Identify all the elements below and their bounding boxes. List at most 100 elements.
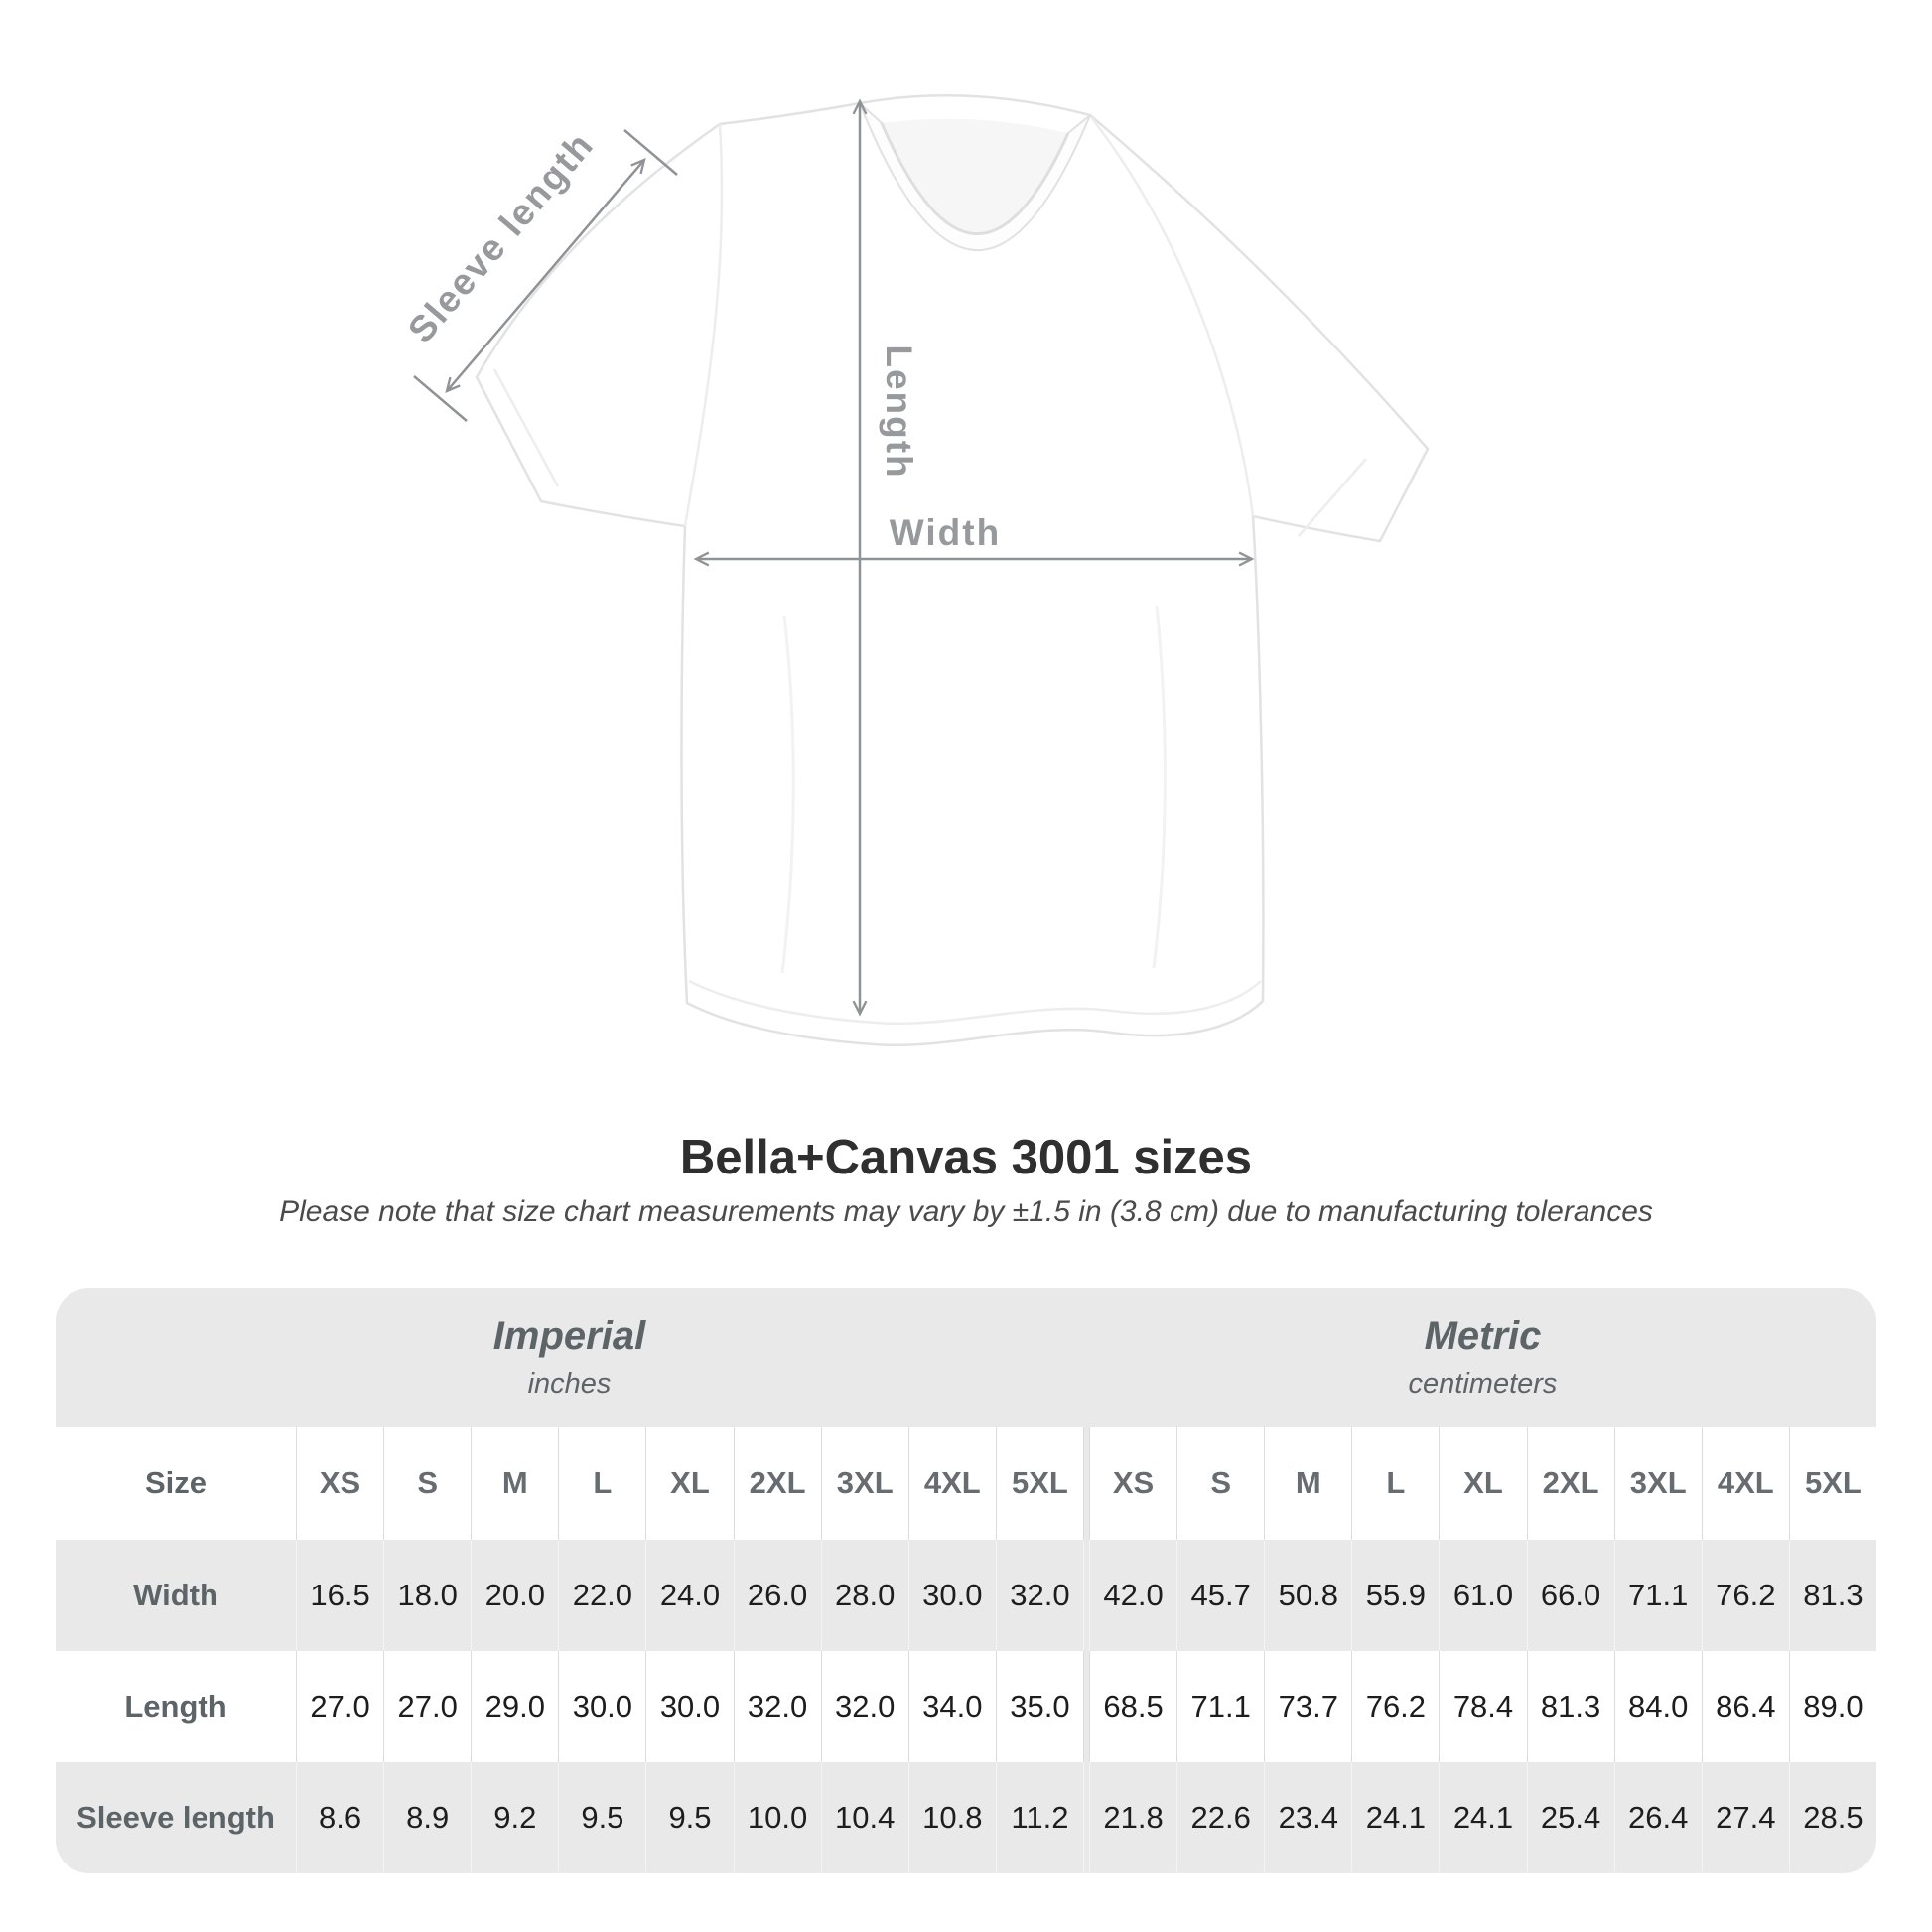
value-cell: 86.4 <box>1701 1651 1789 1762</box>
value-cell: 26.4 <box>1613 1762 1702 1873</box>
value-cell: 81.3 <box>1788 1540 1876 1651</box>
value-cell: 9.2 <box>471 1762 558 1873</box>
value-cell: 8.6 <box>296 1762 383 1873</box>
column-header-imperial-xs: XS <box>296 1427 383 1540</box>
value-cell: 11.2 <box>995 1762 1083 1873</box>
tshirt-measurement-diagram: Sleeve length Length Width <box>400 94 1430 1046</box>
column-header-metric-2xl: 2XL <box>1526 1427 1614 1540</box>
table-row-sleeve-length: Sleeve length 8.6 8.9 9.2 9.5 9.5 10.0 1… <box>56 1762 1876 1873</box>
value-cell: 24.0 <box>645 1540 733 1651</box>
tshirt-neck-opening <box>882 118 1068 234</box>
value-cell: 27.4 <box>1701 1762 1789 1873</box>
value-cell: 66.0 <box>1526 1540 1614 1651</box>
column-header-imperial-m: M <box>471 1427 558 1540</box>
value-cell: 45.7 <box>1176 1540 1264 1651</box>
value-cell: 32.0 <box>995 1540 1083 1651</box>
value-cell: 76.2 <box>1701 1540 1789 1651</box>
value-cell: 78.4 <box>1439 1651 1526 1762</box>
column-header-metric-m: M <box>1264 1427 1351 1540</box>
width-label: Width <box>890 512 1001 553</box>
length-label: Length <box>879 345 919 479</box>
group-divider <box>1083 1651 1089 1762</box>
value-cell: 73.7 <box>1264 1651 1351 1762</box>
row-label: Sleeve length <box>76 1800 275 1835</box>
value-cell: 71.1 <box>1176 1651 1264 1762</box>
corner-header-size: Size <box>144 1465 207 1500</box>
column-header-imperial-xl: XL <box>645 1427 733 1540</box>
group-divider <box>1083 1762 1089 1873</box>
value-cell: 28.0 <box>820 1540 908 1651</box>
row-label: Length <box>124 1689 227 1724</box>
table-row-width: Width 16.5 18.0 20.0 22.0 24.0 26.0 28.0… <box>56 1540 1876 1651</box>
unit-group-label: Metric <box>1424 1313 1542 1358</box>
value-cell: 89.0 <box>1788 1651 1876 1762</box>
value-cell: 81.3 <box>1526 1651 1614 1762</box>
unit-group-sublabel: inches <box>527 1367 612 1400</box>
unit-group-metric: Metric centimeters <box>1089 1288 1876 1427</box>
row-label: Width <box>133 1578 218 1612</box>
group-divider <box>1083 1540 1089 1651</box>
left-armhole-seam <box>683 123 724 527</box>
value-cell: 35.0 <box>995 1651 1083 1762</box>
collar-inner-shadow <box>880 122 1070 235</box>
column-header-metric-l: L <box>1351 1427 1439 1540</box>
page-subtitle: Please note that size chart measurements… <box>279 1195 1653 1229</box>
table-header-row: Size XS S M L XL 2XL 3XL 4XL 5XL XS S M … <box>56 1427 1876 1540</box>
fabric-fold <box>780 615 795 974</box>
column-header-metric-5xl: 5XL <box>1788 1427 1876 1540</box>
value-cell: 23.4 <box>1264 1762 1351 1873</box>
value-cell: 8.9 <box>383 1762 471 1873</box>
table-heading: Bella+Canvas 3001 sizes Please note that… <box>0 1130 1932 1229</box>
value-cell: 34.0 <box>907 1651 996 1762</box>
value-cell: 32.0 <box>820 1651 908 1762</box>
sleeve-dimension-tick <box>623 129 678 176</box>
fabric-fold <box>1152 605 1167 969</box>
value-cell: 27.0 <box>383 1651 471 1762</box>
value-cell: 24.1 <box>1351 1762 1439 1873</box>
unit-group-label: Imperial <box>492 1313 646 1358</box>
value-cell: 9.5 <box>645 1762 733 1873</box>
value-cell: 16.5 <box>296 1540 383 1651</box>
value-cell: 22.0 <box>558 1540 645 1651</box>
column-header-imperial-l: L <box>558 1427 645 1540</box>
value-cell: 29.0 <box>471 1651 558 1762</box>
value-cell: 10.4 <box>820 1762 908 1873</box>
group-divider <box>1083 1427 1089 1540</box>
column-header-imperial-2xl: 2XL <box>733 1427 821 1540</box>
sleeve-length-dimension-arrow <box>447 160 644 391</box>
tshirt-illustration <box>475 94 1430 1046</box>
column-header-imperial-s: S <box>383 1427 471 1540</box>
sleeve-dimension-tick <box>413 375 468 422</box>
value-cell: 84.0 <box>1613 1651 1702 1762</box>
value-cell: 55.9 <box>1351 1540 1439 1651</box>
value-cell: 42.0 <box>1089 1540 1176 1651</box>
value-cell: 61.0 <box>1439 1540 1526 1651</box>
column-header-metric-s: S <box>1176 1427 1264 1540</box>
value-cell: 30.0 <box>645 1651 733 1762</box>
unit-group-imperial: Imperial inches <box>56 1288 1083 1427</box>
right-cuff-seam <box>1298 458 1367 537</box>
value-cell: 27.0 <box>296 1651 383 1762</box>
value-cell: 32.0 <box>733 1651 821 1762</box>
value-cell: 20.0 <box>471 1540 558 1651</box>
column-header-imperial-4xl: 4XL <box>907 1427 996 1540</box>
value-cell: 71.1 <box>1613 1540 1702 1651</box>
unit-group-sublabel: centimeters <box>1408 1367 1558 1400</box>
table-row-length: Length 27.0 27.0 29.0 30.0 30.0 32.0 32.… <box>56 1651 1876 1762</box>
value-cell: 18.0 <box>383 1540 471 1651</box>
value-cell: 10.8 <box>907 1762 996 1873</box>
size-table: Imperial inches Metric centimeters Size … <box>56 1288 1876 1873</box>
column-header-metric-4xl: 4XL <box>1701 1427 1789 1540</box>
value-cell: 9.5 <box>558 1762 645 1873</box>
value-cell: 22.6 <box>1176 1762 1264 1873</box>
value-cell: 28.5 <box>1788 1762 1876 1873</box>
right-armhole-seam <box>1090 116 1255 517</box>
unit-group-row: Imperial inches Metric centimeters <box>56 1288 1876 1427</box>
value-cell: 76.2 <box>1351 1651 1439 1762</box>
value-cell: 68.5 <box>1089 1651 1176 1762</box>
value-cell: 26.0 <box>733 1540 821 1651</box>
value-cell: 21.8 <box>1089 1762 1176 1873</box>
page-title: Bella+Canvas 3001 sizes <box>679 1131 1253 1184</box>
value-cell: 25.4 <box>1526 1762 1614 1873</box>
